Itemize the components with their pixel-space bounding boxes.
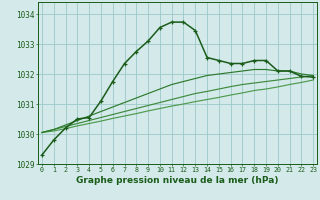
X-axis label: Graphe pression niveau de la mer (hPa): Graphe pression niveau de la mer (hPa) [76,176,279,185]
